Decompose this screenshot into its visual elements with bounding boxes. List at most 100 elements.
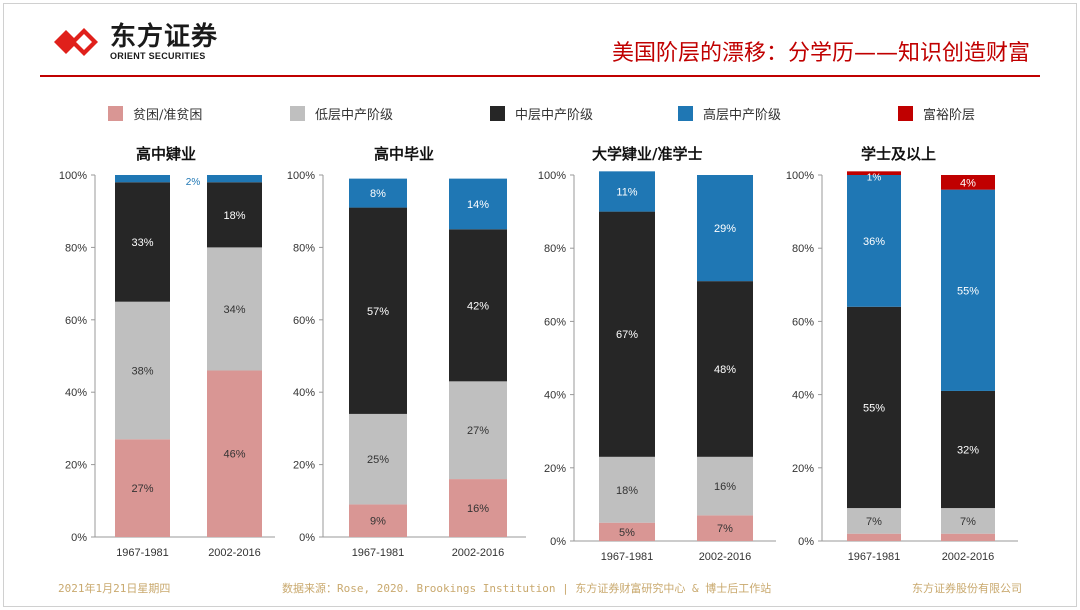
bar-segment [115, 301, 170, 440]
bar-segment [847, 533, 901, 541]
panel-title-high-school-dropout: 高中肄业 [136, 145, 197, 163]
bar-segment [599, 211, 655, 457]
y-tick-label: 20% [792, 463, 814, 475]
x-tick-label: 2002-2016 [452, 547, 505, 559]
data-label: 36% [863, 236, 885, 248]
legend-label-wealthy: 富裕阶层 [923, 108, 976, 123]
y-tick-label: 80% [65, 242, 87, 254]
data-label: 18% [616, 485, 638, 497]
y-tick-label: 60% [65, 315, 87, 327]
legend-item-wealthy: 富裕阶层 [898, 104, 975, 123]
legend-item-lower-middle: 低层中产阶级 [290, 104, 393, 123]
bar-segment [847, 175, 901, 307]
data-label: 55% [957, 285, 979, 297]
data-label: 7% [960, 516, 976, 528]
legend-label-upper-middle: 高层中产阶级 [703, 108, 782, 123]
legend-swatch-wealthy [898, 106, 913, 121]
legend-swatch-middle [490, 106, 505, 121]
data-label: 16% [714, 481, 736, 493]
bar-segment [697, 281, 753, 457]
bar-segment [207, 175, 262, 183]
bar-segment [115, 175, 170, 183]
logo-chinese-name: 东方证券 [110, 22, 219, 52]
bar-segment [941, 175, 995, 190]
legend-swatch-lower-middle [290, 106, 305, 121]
bar-segment [697, 515, 753, 541]
legend-item-upper-middle: 高层中产阶级 [678, 104, 781, 123]
data-label: 57% [367, 306, 389, 318]
data-label: 42% [467, 300, 489, 312]
legend-item-poverty: 贫困/准贫困 [108, 104, 202, 123]
bar-segment [599, 456, 655, 523]
bar-segment [941, 390, 995, 509]
x-tick-label: 2002-2016 [208, 547, 261, 559]
panel-title-some-college: 大学肄业/准学士 [592, 145, 703, 163]
data-label: 14% [467, 199, 489, 211]
legend-label-middle: 中层中产阶级 [515, 108, 594, 123]
bar-segment [599, 522, 655, 541]
data-label: 55% [863, 402, 885, 414]
data-label: 11% [616, 186, 637, 198]
bar-segment [349, 504, 407, 537]
y-tick-label: 100% [287, 170, 315, 182]
footer-date: 2021年1月21日星期四 [58, 582, 171, 595]
data-label: 29% [714, 223, 736, 235]
y-tick-label: 60% [792, 316, 814, 328]
x-tick-label: 1967-1981 [352, 547, 405, 559]
bar-segment [449, 229, 507, 382]
panel-title-high-school-graduate: 高中毕业 [374, 145, 435, 163]
legend-swatch-poverty [108, 106, 123, 121]
footer-source: 数据来源：Rose, 2020. Brookings Institution |… [282, 582, 772, 595]
data-label: 67% [616, 329, 638, 341]
x-tick-label: 2002-2016 [942, 551, 995, 563]
x-tick-label: 1967-1981 [116, 547, 169, 559]
page-title: 美国阶层的漂移：分学历——知识创造财富 [611, 41, 1030, 66]
bar-segment [349, 178, 407, 208]
data-label: 8% [370, 188, 386, 200]
y-tick-label: 0% [299, 532, 315, 544]
bar-segment [449, 479, 507, 537]
x-tick-label: 2002-2016 [699, 551, 752, 563]
logo-english-name: ORIENT SECURITIES [110, 51, 206, 61]
data-label: 27% [131, 483, 153, 495]
y-tick-label: 60% [293, 315, 315, 327]
y-tick-label: 40% [792, 390, 814, 402]
y-tick-label: 80% [293, 242, 315, 254]
bar-segment [847, 508, 901, 534]
data-label: 34% [223, 304, 245, 316]
y-tick-label: 0% [71, 532, 87, 544]
data-label: 48% [714, 364, 736, 376]
y-tick-label: 100% [786, 170, 814, 182]
bar-segment [115, 439, 170, 537]
data-label: 7% [866, 516, 882, 528]
data-label: 32% [957, 445, 979, 457]
y-tick-label: 80% [544, 243, 566, 255]
data-label: 7% [717, 523, 733, 535]
company-logo: 东方证券 ORIENT SECURITIES [50, 22, 218, 62]
bar-segment [847, 306, 901, 509]
bar-segment [207, 247, 262, 371]
data-label: 25% [367, 454, 389, 466]
data-label: 46% [223, 449, 245, 461]
data-label: 5% [619, 527, 635, 539]
y-tick-label: 20% [293, 460, 315, 472]
data-label: 4% [960, 177, 976, 189]
y-tick-label: 40% [293, 387, 315, 399]
bar-segment [207, 182, 262, 248]
chart-legend: 贫困/准贫困 低层中产阶级 中层中产阶级 高层中产阶级 富裕阶层 [0, 104, 1080, 128]
legend-label-poverty: 贫困/准贫困 [133, 108, 203, 123]
panel-title-bachelor-plus: 学士及以上 [861, 145, 937, 163]
y-tick-label: 0% [798, 536, 814, 548]
bar-segment [941, 508, 995, 534]
data-label: 9% [370, 516, 386, 528]
header-divider [40, 75, 1040, 77]
bar-segment [207, 370, 262, 537]
bar-segment [599, 171, 655, 212]
y-tick-label: 20% [544, 463, 566, 475]
y-tick-label: 40% [544, 390, 566, 402]
bar-segment [697, 175, 753, 282]
data-label: 38% [131, 365, 153, 377]
bar-segment [941, 189, 995, 391]
bar-segment [941, 533, 995, 541]
